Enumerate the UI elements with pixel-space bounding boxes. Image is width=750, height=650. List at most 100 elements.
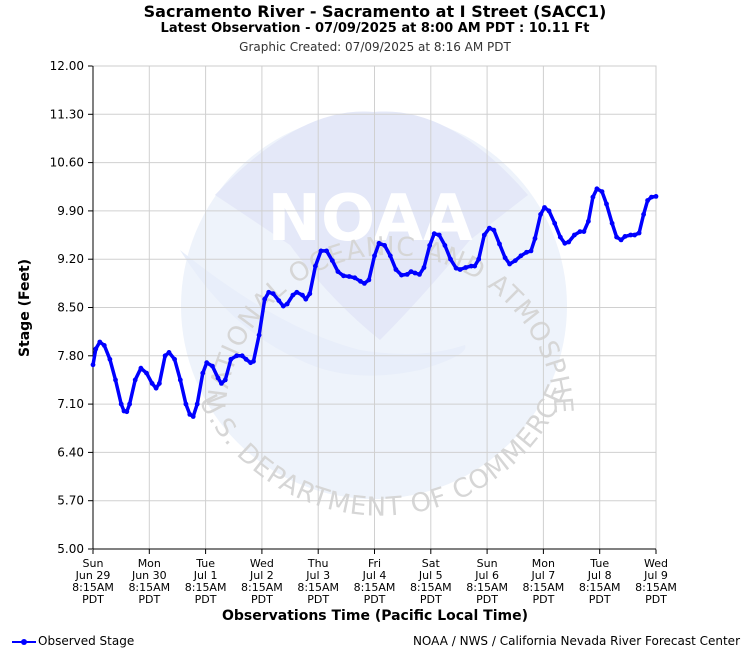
data-point <box>594 186 600 192</box>
data-point <box>542 205 547 210</box>
data-point <box>358 278 363 284</box>
data-point <box>436 232 442 238</box>
data-point <box>604 201 609 207</box>
data-point <box>239 353 245 359</box>
x-tick-label: Thu Jul 3 8:15AM PDT <box>297 557 339 606</box>
data-point <box>609 220 615 226</box>
x-axis-label: Observations Time (Pacific Local Time) <box>222 608 528 624</box>
data-point <box>399 272 404 278</box>
data-point <box>590 194 596 200</box>
graphic-created: Graphic Created: 07/09/2025 at 8:16 AM P… <box>239 40 511 54</box>
data-point <box>487 225 492 231</box>
data-point <box>599 189 605 195</box>
data-point <box>290 292 296 298</box>
y-tick-label: 7.80 <box>57 349 84 363</box>
data-point <box>234 353 240 359</box>
grid <box>92 65 657 550</box>
data-point <box>632 232 637 238</box>
x-tick-label: Wed Jul 9 8:15AM PDT <box>635 557 677 606</box>
data-point <box>497 241 502 247</box>
data-point <box>491 227 497 233</box>
data-point <box>166 350 172 355</box>
y-tick-label: 8.50 <box>57 301 84 315</box>
data-point <box>552 220 558 226</box>
data-point <box>276 298 282 303</box>
data-point <box>468 263 474 269</box>
data-point <box>412 270 418 276</box>
data-point <box>127 401 132 407</box>
y-tick-label: 9.20 <box>57 252 84 266</box>
noaa-gull-shape <box>215 111 528 340</box>
data-point <box>427 243 433 248</box>
data-point <box>362 281 367 286</box>
data-point <box>251 358 256 364</box>
data-point <box>190 414 196 419</box>
data-point <box>149 381 155 386</box>
data-point <box>614 234 619 240</box>
data-point <box>200 370 206 376</box>
data-point <box>528 248 534 254</box>
credit-line: NOAA / NWS / California Nevada River For… <box>412 634 740 648</box>
data-point <box>324 248 329 254</box>
x-tick-label: Mon Jul 7 8:15AM PDT <box>523 557 565 606</box>
data-point <box>215 375 221 381</box>
data-point <box>124 409 130 415</box>
y-tick-label: 9.90 <box>57 204 84 218</box>
data-point <box>93 346 99 352</box>
data-point <box>219 381 224 386</box>
data-point <box>408 269 414 274</box>
data-point <box>562 240 568 246</box>
data-point <box>266 289 272 295</box>
x-tick-label: Fri Jul 4 8:15AM PDT <box>354 557 396 606</box>
data-point <box>546 208 552 214</box>
data-point <box>303 296 309 302</box>
data-point <box>622 234 628 239</box>
data-point <box>502 255 508 261</box>
data-point <box>641 212 646 217</box>
data-point <box>118 401 124 407</box>
data-point <box>376 240 382 246</box>
data-point <box>222 377 228 383</box>
y-tick-label: 6.40 <box>57 445 84 459</box>
x-tick-label: Tue Jul 8 8:15AM PDT <box>579 557 621 606</box>
legend-swatch <box>12 639 36 645</box>
data-point <box>463 265 469 270</box>
data-point <box>341 273 346 279</box>
data-point <box>366 277 372 283</box>
data-point <box>256 332 262 338</box>
data-point <box>524 249 529 255</box>
x-tick-label: Mon Jun 30 8:15AM PDT <box>128 557 170 606</box>
data-point <box>270 291 276 297</box>
series-observed-stage <box>90 186 659 419</box>
y-axis-ticks: 5.00 5.70 6.40 7.10 7.80 8.50 9.20 9.90 10.60 11.… <box>50 59 93 556</box>
data-point <box>153 385 159 391</box>
data-point <box>172 356 178 362</box>
data-point <box>313 263 318 269</box>
x-axis-ticks: Sun Jun 29 8:15AM PDT Mon Jun 30 8:15AM PDT Tue J… <box>72 549 677 606</box>
y-axis-label: Stage (Feet) <box>17 259 33 357</box>
data-point <box>107 356 113 362</box>
data-point <box>472 263 478 269</box>
data-point <box>518 253 524 259</box>
data-point <box>577 229 583 235</box>
latest-observation: Latest Observation - 07/09/2025 at 8:00 … <box>160 21 590 36</box>
data-point <box>210 363 215 369</box>
data-point <box>132 377 138 383</box>
y-tick-label: 10.60 <box>50 156 84 170</box>
data-point <box>538 212 543 217</box>
data-point <box>404 272 410 277</box>
data-point <box>393 267 399 272</box>
data-point <box>453 265 459 271</box>
y-tick-label: 11.30 <box>50 107 84 121</box>
data-point <box>581 229 587 235</box>
data-point <box>138 365 144 371</box>
data-point <box>431 231 437 237</box>
data-point <box>228 356 234 362</box>
data-point <box>204 360 210 366</box>
data-point <box>329 258 335 263</box>
data-point <box>262 296 268 302</box>
data-point <box>97 339 103 345</box>
x-tick-label: Sun Jul 6 8:15AM PDT <box>466 557 508 606</box>
y-tick-label: 5.00 <box>57 542 84 556</box>
